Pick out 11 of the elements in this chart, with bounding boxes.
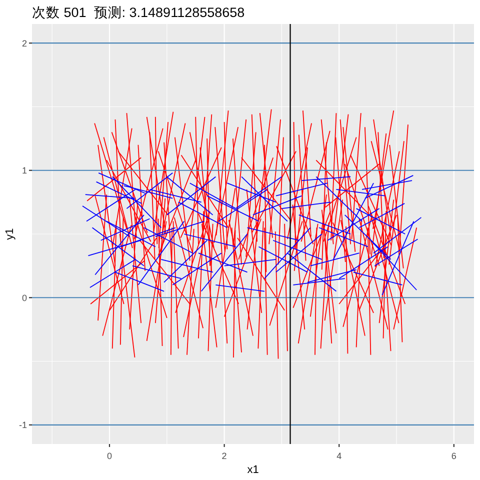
y-tick-label: 1 xyxy=(22,166,27,176)
y-tick-label: 2 xyxy=(22,38,27,48)
y-axis-title: y1 xyxy=(4,228,16,240)
y-tick-label: -1 xyxy=(18,420,27,430)
x-tick-label: 0 xyxy=(106,451,112,461)
y-tick-label: 0 xyxy=(22,292,27,303)
chart-title: 次数 501 预测: 3.14891128558658 xyxy=(32,5,245,20)
x-tick-label: 6 xyxy=(451,451,456,461)
x-axis-title: x1 xyxy=(247,464,259,476)
x-tick-label: 4 xyxy=(336,451,342,461)
x-tick-label: 2 xyxy=(222,451,227,461)
